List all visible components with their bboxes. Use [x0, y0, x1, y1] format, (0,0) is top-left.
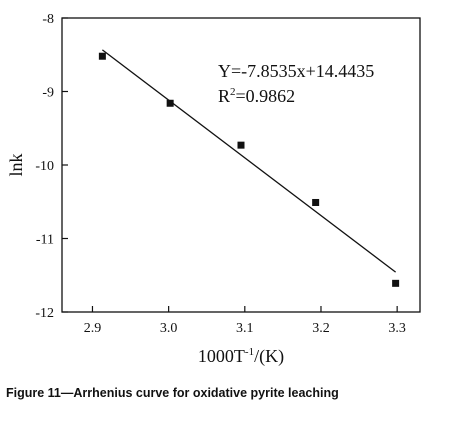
x-axis-title-sup: -1 [245, 346, 254, 358]
y-tick-label: -10 [35, 159, 54, 174]
axis-ticks [62, 17, 398, 313]
figure-caption: Figure 11—Arrhenius curve for oxidative … [6, 386, 339, 400]
fit-line [101, 49, 397, 273]
fit-equation: Y=-7.8535x+14.4435 [218, 61, 374, 81]
data-point [392, 279, 400, 287]
arrhenius-chart: 2.9 3.0 3.1 3.2 3.3-8-9-10-11-12 Y=-7.8535x+… [6, 12, 421, 367]
y-tick-label: -12 [35, 306, 54, 321]
x-axis-title-main: 1000T [198, 346, 245, 366]
r-squared-value: =0.9862 [236, 86, 296, 106]
x-tick-label: 3.2 [312, 321, 330, 336]
r-squared-sup: 2 [230, 86, 236, 98]
x-tick-label: 3.0 [160, 321, 178, 336]
x-axis-title-end: /(K) [254, 346, 284, 367]
data-points [98, 52, 400, 287]
data-point [166, 99, 174, 107]
y-axis-title: lnk [6, 153, 26, 176]
data-point [312, 198, 320, 206]
x-tick-label: 3.1 [236, 321, 254, 336]
r-squared-symbol: R [218, 86, 230, 106]
data-point [98, 52, 106, 60]
x-tick-label: 2.9 [84, 321, 102, 336]
r-squared: R2=0.9862 [218, 86, 295, 106]
y-tick-label: -9 [42, 86, 54, 101]
tick-labels: 2.9 3.0 3.1 3.2 3.3 -8 -9 -10 -11 -12 [35, 12, 406, 336]
y-tick-label: -11 [36, 233, 54, 248]
y-tick-label: -8 [42, 12, 54, 27]
x-axis-title: 1000T-1/(K) [198, 346, 284, 367]
x-tick-label: 3.3 [388, 321, 406, 336]
data-point [237, 141, 245, 149]
